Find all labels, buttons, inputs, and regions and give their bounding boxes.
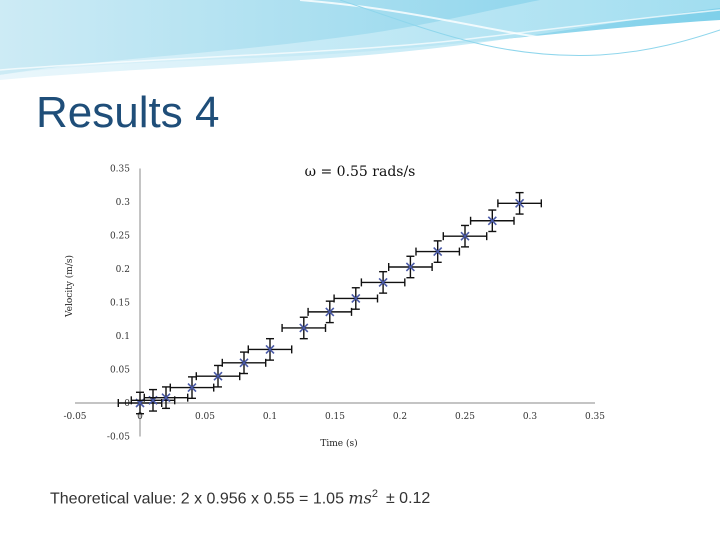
- x-marker: [378, 277, 388, 287]
- chart-tick-labels: -0.05 0 0.05 0.1 0.15 0.2 0.25 0.3 0.35 -0.05 0 0.0…: [63, 165, 605, 443]
- y-tick-label: 0.15: [110, 299, 130, 309]
- x-marker: [213, 371, 223, 381]
- x-marker: [460, 231, 470, 241]
- x-tick-label: 0.2: [393, 412, 407, 422]
- y-tick-label: 0.25: [110, 232, 130, 242]
- theoretical-value-formula: Theoretical value: 2 x 0.956 x 0.55 = 1.…: [50, 488, 430, 508]
- data-point: [415, 240, 461, 263]
- x-tick-label: 0.05: [195, 412, 215, 422]
- x-marker: [433, 247, 443, 257]
- formula-unit: ms: [348, 488, 372, 508]
- data-point: [333, 287, 379, 310]
- data-point: [442, 224, 488, 248]
- data-point: [307, 300, 353, 324]
- header-wave-banner: [0, 0, 720, 80]
- data-point: [195, 364, 241, 388]
- x-marker: [405, 262, 415, 272]
- formula-uncertainty: ± 0.12: [385, 490, 431, 508]
- data-point: [143, 386, 189, 410]
- data-point: [221, 351, 267, 375]
- chart-series: [117, 191, 543, 415]
- x-tick-label: 0.1: [263, 412, 277, 422]
- x-marker: [161, 393, 171, 403]
- formula-text: Theoretical value: 2 x 0.956 x 0.55 = 1.…: [50, 490, 349, 508]
- x-marker: [325, 307, 335, 317]
- data-point: [169, 376, 215, 400]
- x-marker: [487, 216, 497, 226]
- y-tick-label: 0.05: [110, 366, 130, 376]
- x-marker: [299, 323, 309, 333]
- x-marker: [515, 198, 525, 208]
- data-point: [497, 191, 543, 215]
- x-tick-label: 0.25: [455, 412, 475, 422]
- x-tick-label: 0.15: [325, 412, 345, 422]
- x-marker: [187, 383, 197, 393]
- y-tick-label: -0.05: [107, 433, 130, 443]
- y-tick-label: 0.35: [110, 165, 130, 175]
- data-point: [281, 316, 327, 340]
- y-tick-label: 0.3: [116, 198, 131, 208]
- y-tick-label: 0.2: [116, 265, 130, 275]
- chart-title: ω = 0.55 rads/s: [305, 164, 416, 180]
- data-point: [469, 209, 515, 233]
- x-tick-label: 0.3: [523, 412, 538, 422]
- x-axis-title: Time (s): [320, 438, 357, 449]
- x-marker: [239, 358, 249, 368]
- data-point: [247, 337, 293, 361]
- slide-title: Results 4: [36, 88, 220, 137]
- y-tick-label: 0: [124, 399, 130, 409]
- x-tick-label: 0: [137, 412, 143, 422]
- scatter-chart: ω = 0.55 rads/s Velocity (m/s) Time (s) …: [63, 164, 605, 449]
- formula-exponent: 2: [371, 488, 378, 500]
- y-tick-label: 0.1: [116, 332, 130, 342]
- y-axis-title: Velocity (m/s): [64, 255, 75, 318]
- x-tick-label: -0.05: [63, 412, 86, 422]
- x-marker: [351, 293, 361, 304]
- x-marker: [265, 344, 275, 354]
- x-tick-label: 0.35: [585, 412, 605, 422]
- data-point: [387, 255, 433, 279]
- data-point: [360, 270, 406, 294]
